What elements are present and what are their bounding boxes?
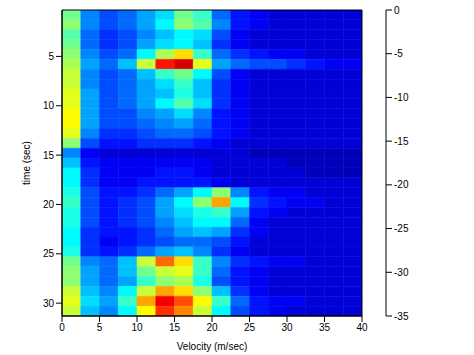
- svg-text:-15: -15: [394, 136, 409, 147]
- svg-text:10: 10: [43, 100, 55, 111]
- svg-text:30: 30: [43, 298, 55, 309]
- svg-text:Velocity (m/sec): Velocity (m/sec): [177, 341, 248, 352]
- svg-text:5: 5: [97, 322, 103, 333]
- svg-text:-30: -30: [394, 267, 409, 278]
- svg-text:0: 0: [394, 5, 400, 16]
- svg-text:25: 25: [244, 322, 256, 333]
- svg-text:-25: -25: [394, 223, 409, 234]
- svg-text:40: 40: [356, 322, 368, 333]
- svg-text:20: 20: [43, 199, 55, 210]
- svg-text:-20: -20: [394, 179, 409, 190]
- svg-text:-35: -35: [394, 311, 409, 322]
- svg-text:35: 35: [319, 322, 331, 333]
- svg-text:15: 15: [169, 322, 181, 333]
- svg-text:25: 25: [43, 248, 55, 259]
- svg-text:0: 0: [59, 322, 65, 333]
- svg-text:20: 20: [206, 322, 218, 333]
- svg-text:-5: -5: [394, 48, 403, 59]
- svg-text:time (sec): time (sec): [21, 141, 32, 185]
- svg-text:30: 30: [281, 322, 293, 333]
- svg-text:15: 15: [43, 150, 55, 161]
- svg-text:10: 10: [131, 322, 143, 333]
- svg-text:-10: -10: [394, 92, 409, 103]
- svg-text:5: 5: [48, 51, 54, 62]
